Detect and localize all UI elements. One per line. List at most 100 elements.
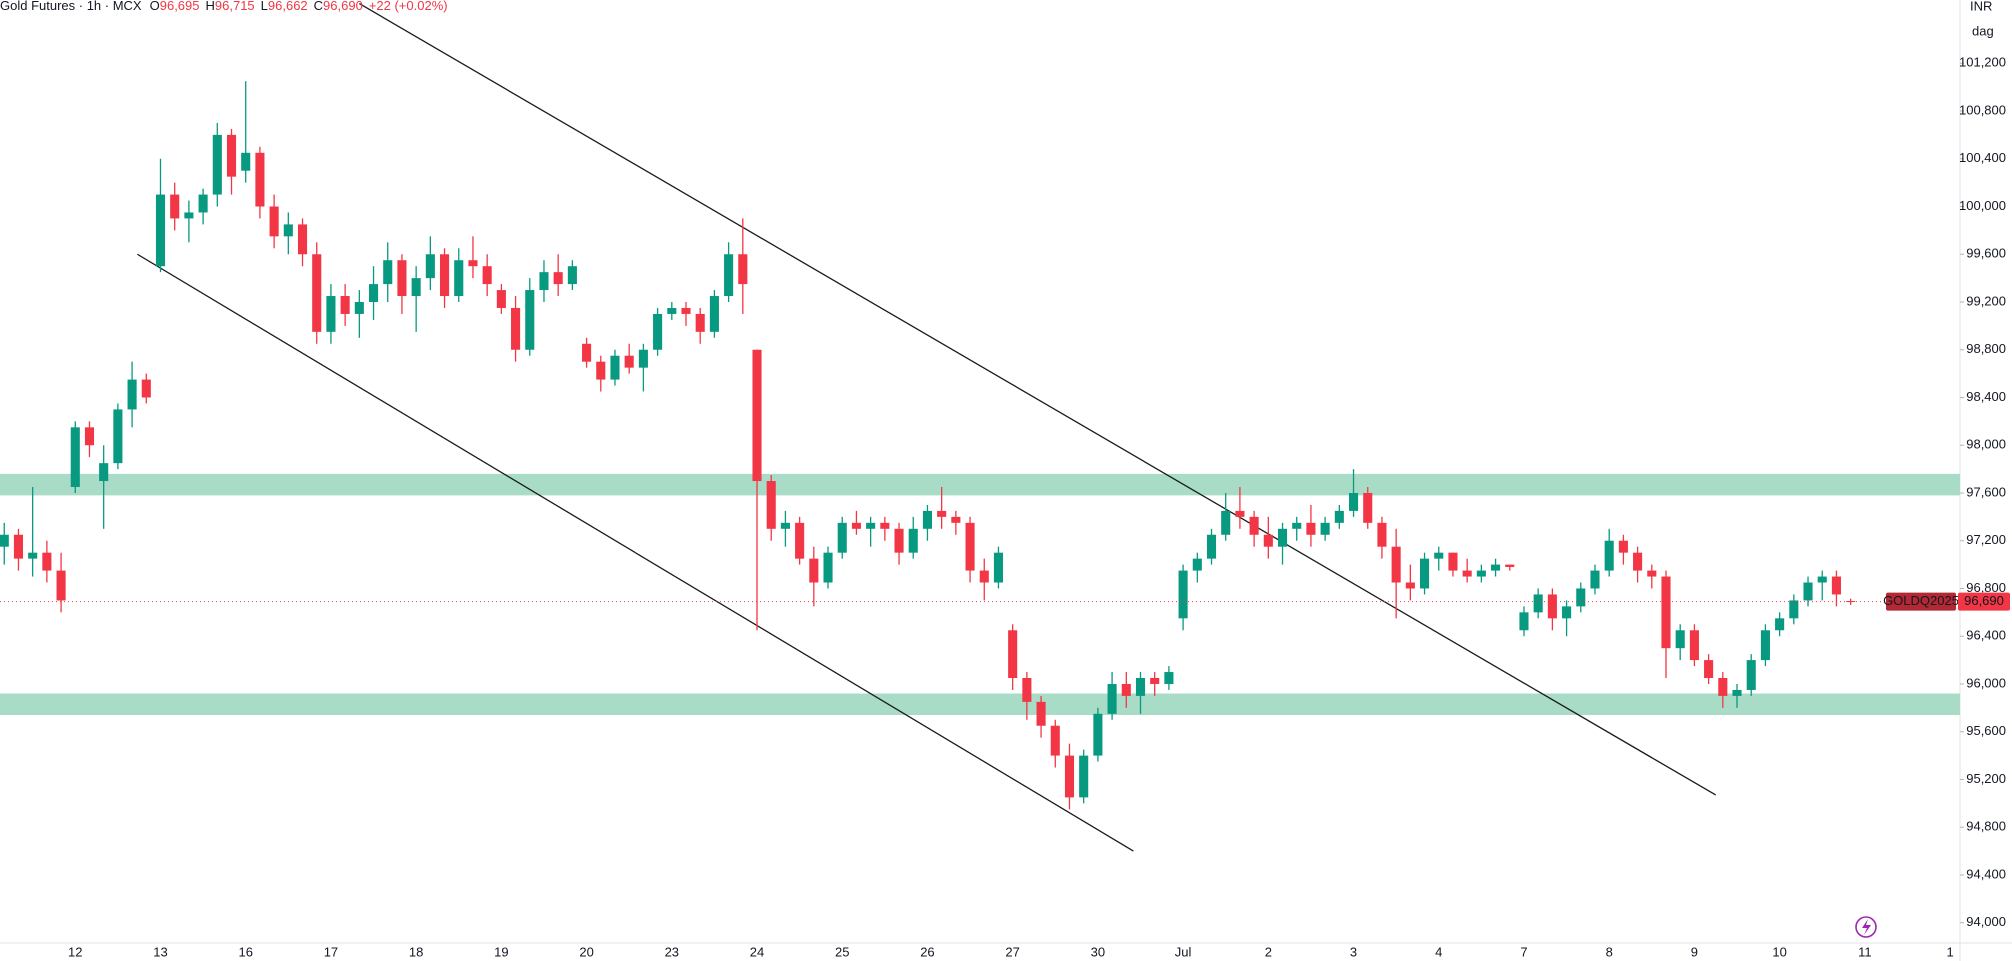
- candle-body: [70, 427, 80, 488]
- x-tick-label: 13: [153, 944, 167, 959]
- candle-body: [226, 134, 237, 177]
- candle-body: [638, 349, 648, 368]
- y-tick-label: 95,600: [1966, 723, 2006, 738]
- candle-body: [482, 266, 492, 285]
- y-tick-label: 95,200: [1966, 771, 2006, 786]
- candle-body: [255, 152, 265, 207]
- candle-body: [1675, 630, 1685, 649]
- candle-body: [1448, 552, 1458, 571]
- candle-body: [1334, 510, 1344, 523]
- x-tick-label: 10: [1772, 944, 1786, 959]
- candle-body: [667, 307, 677, 314]
- candle-body: [1206, 534, 1217, 559]
- trendline: [137, 253, 1134, 852]
- candle-body: [368, 284, 379, 302]
- ohlc-letter: O: [150, 0, 160, 13]
- candle-body: [411, 278, 421, 297]
- candle-body: [99, 463, 109, 482]
- candle-body: [425, 254, 435, 279]
- candle-body: [780, 522, 790, 529]
- candle-body: [1704, 660, 1714, 679]
- candle-body: [1604, 540, 1614, 571]
- candle-body: [596, 361, 606, 380]
- candle-body: [1363, 492, 1373, 523]
- candle-body: [1760, 630, 1770, 661]
- candle-body: [1718, 678, 1728, 696]
- icon-bolt: [1862, 919, 1871, 935]
- candle-body: [84, 427, 95, 446]
- title: Gold Futures · 1h · MCX: [0, 0, 142, 13]
- candle-body: [269, 206, 279, 237]
- y-tick-label: 97,600: [1966, 484, 2006, 499]
- candle-body: [1633, 552, 1643, 571]
- candle-body: [894, 528, 904, 553]
- candle-body: [1150, 678, 1160, 684]
- candle-body: [823, 552, 833, 583]
- candle-body: [1689, 630, 1699, 661]
- x-tick-label: 11: [1858, 944, 1872, 959]
- trendline: [359, 3, 1717, 796]
- candle-body: [354, 301, 364, 314]
- candle-body: [496, 290, 506, 308]
- ohlc-value: 96,690: [323, 0, 363, 13]
- candle-body: [908, 528, 918, 553]
- y-tick-label: 99,200: [1966, 293, 2006, 308]
- ohlc-letter: L: [261, 0, 268, 13]
- x-tick-label: 19: [494, 944, 508, 959]
- y-tick-label: 100,400: [1959, 150, 2006, 165]
- candle-body: [0, 534, 9, 547]
- x-tick-label: 1: [1946, 944, 1953, 959]
- candle-body: [553, 272, 563, 285]
- ohlc-value: 96,662: [268, 0, 308, 13]
- candle-body: [1008, 630, 1018, 679]
- y-tick-label: 96,400: [1966, 628, 2006, 643]
- candle-body: [1249, 516, 1259, 535]
- y-tick-label: 100,000: [1959, 198, 2006, 213]
- candle-body: [1405, 582, 1415, 589]
- candle-body: [1505, 564, 1515, 567]
- candle-body: [1164, 672, 1174, 684]
- candle-body: [1618, 540, 1628, 553]
- candle-body: [1192, 558, 1202, 571]
- symbol-tag-bg: [1886, 592, 1956, 611]
- candle-body: [1277, 528, 1288, 547]
- y-tick-label: 94,000: [1966, 914, 2006, 929]
- candle-body: [1647, 570, 1657, 577]
- candle-body: [383, 260, 393, 285]
- candle-body: [979, 570, 989, 583]
- candle-body: [1221, 510, 1231, 535]
- y-tick-label: 94,800: [1966, 819, 2006, 834]
- candle-body: [1107, 683, 1117, 714]
- symbol-tag: GOLDQ2025: [1883, 593, 1959, 608]
- candle-body: [56, 570, 66, 601]
- candle-body: [567, 266, 577, 285]
- candle-body: [922, 510, 932, 529]
- lightning-icon[interactable]: [1855, 916, 1877, 938]
- ohlc-letter: C: [314, 0, 323, 13]
- candle-body: [1434, 552, 1444, 559]
- candle-body: [1377, 522, 1387, 547]
- x-tick-label: 4: [1435, 944, 1442, 959]
- x-tick-label: 18: [409, 944, 423, 959]
- candle-body: [241, 152, 251, 171]
- candle-body: [525, 290, 535, 350]
- candle-body: [1803, 582, 1813, 601]
- candle-body: [539, 272, 549, 291]
- x-tick-label: 17: [324, 944, 338, 959]
- y-tick-label: 97,200: [1966, 532, 2006, 547]
- candle-body: [1178, 570, 1188, 619]
- candle-body: [752, 349, 762, 482]
- candle-body: [1576, 588, 1586, 607]
- x-tick-label: 24: [750, 944, 764, 959]
- candle-body: [709, 296, 719, 332]
- candle-body: [170, 194, 180, 219]
- candle-body: [113, 409, 123, 464]
- ohlc-letter: H: [206, 0, 215, 13]
- candle-body: [1462, 570, 1472, 577]
- candle-body: [127, 379, 137, 410]
- candle-body: [198, 194, 208, 213]
- candles: [0, 81, 1856, 810]
- candle-body: [297, 224, 308, 255]
- candle-body: [28, 552, 38, 559]
- zone: [0, 693, 1960, 716]
